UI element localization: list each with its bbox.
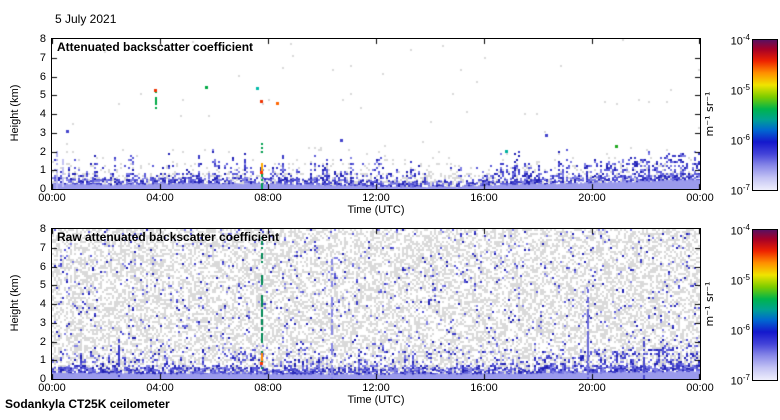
y-tick-label: 4 (39, 108, 46, 120)
x-axis-label: Time (UTC) (347, 394, 405, 406)
y-axis-label: Height (km) (9, 84, 21, 142)
y-tick-label: 1 (39, 164, 46, 177)
x-tick-label: 04:00 (146, 192, 174, 204)
x-tick-label: 04:00 (146, 382, 174, 394)
x-tick-label: 16:00 (470, 382, 498, 394)
y-tick-label: 5 (39, 89, 46, 102)
x-tick-label: 12:00 (362, 382, 390, 394)
y-tick-label: 6 (39, 70, 46, 83)
y-tick-label: 4 (39, 298, 46, 310)
heatmap-canvas (52, 229, 700, 379)
colorbar-tick-label: 10-6 (730, 323, 750, 338)
plot-area: Raw attenuated backscatter coefficient (51, 228, 701, 380)
plot-area: Attenuated backscatter coefficient (51, 38, 701, 190)
x-tick-label: 20:00 (578, 192, 606, 204)
y-tick-label: 6 (39, 260, 46, 273)
colorbar-tick-label: 10-4 (730, 223, 750, 238)
x-axis-label: Time (UTC) (347, 204, 405, 216)
y-tick-label: 1 (39, 354, 46, 367)
y-tick-label: 0 (39, 373, 46, 385)
colorbar-tick-label: 10-4 (730, 33, 750, 48)
x-tick-label: 08:00 (254, 192, 282, 204)
colorbar-tick-label: 10-5 (730, 273, 750, 288)
y-tick-label: 2 (39, 335, 46, 348)
x-tick-label: 00:00 (686, 382, 714, 394)
y-tick-label: 3 (39, 316, 46, 329)
y-tick-label: 5 (39, 279, 46, 292)
y-tick-label: 0 (39, 183, 46, 195)
colorbar (752, 39, 778, 191)
x-tick-label: 20:00 (578, 382, 606, 394)
y-tick-label: 8 (39, 33, 46, 45)
heatmap-canvas (52, 39, 700, 189)
colorbar-tick-label: 10-7 (730, 373, 750, 388)
y-tick-label: 7 (39, 241, 46, 254)
colorbar-tick-label: 10-5 (730, 83, 750, 98)
x-tick-label: 16:00 (470, 192, 498, 204)
x-tick-label: 12:00 (362, 192, 390, 204)
y-tick-label: 2 (39, 145, 46, 158)
x-tick-label: 00:00 (38, 382, 66, 394)
date-label: 5 July 2021 (55, 12, 117, 26)
colorbar-tick-label: 10-6 (730, 133, 750, 148)
instrument-label: Sodankyla CT25K ceilometer (5, 397, 170, 411)
plot-title: Attenuated backscatter coefficient (57, 40, 254, 54)
y-axis-label: Height (km) (9, 274, 21, 332)
x-tick-label: 00:00 (686, 192, 714, 204)
x-tick-label: 00:00 (38, 192, 66, 204)
plot-title: Raw attenuated backscatter coefficient (57, 230, 280, 244)
y-tick-label: 8 (39, 223, 46, 235)
x-tick-label: 08:00 (254, 382, 282, 394)
y-tick-label: 3 (39, 126, 46, 139)
colorbar-tick-label: 10-7 (730, 183, 750, 198)
y-tick-label: 7 (39, 51, 46, 64)
colorbar (752, 229, 778, 381)
